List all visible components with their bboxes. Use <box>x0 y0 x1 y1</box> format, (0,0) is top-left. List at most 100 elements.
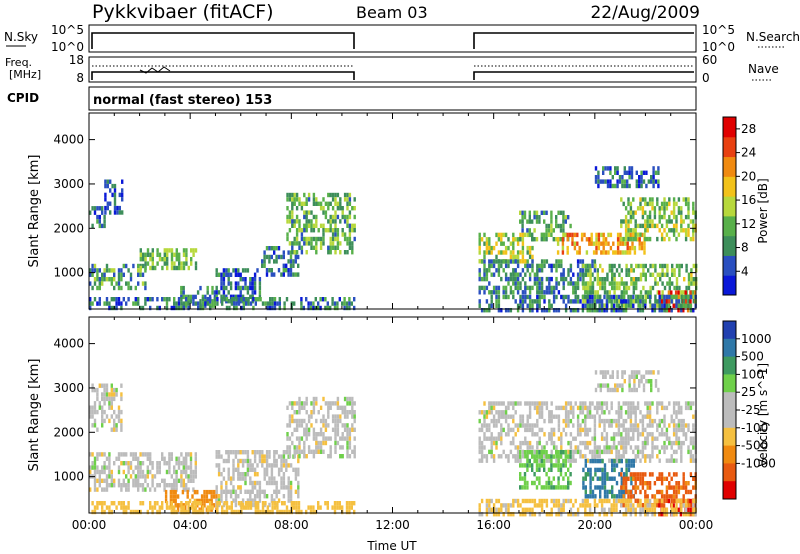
data-cell <box>692 498 695 504</box>
data-cell <box>182 456 185 461</box>
data-cell <box>233 297 236 302</box>
data-cell <box>656 303 659 308</box>
data-cell <box>103 392 106 397</box>
data-cell <box>593 498 597 504</box>
data-cell <box>310 236 313 242</box>
data-cell <box>199 285 202 291</box>
data-cell <box>659 272 662 277</box>
data-cell <box>115 414 118 419</box>
cpid-mode-text: normal (fast stereo) 153 <box>93 93 272 108</box>
data-cell <box>282 472 286 477</box>
data-cell <box>545 440 549 446</box>
data-cell <box>271 505 274 510</box>
data-cell <box>635 370 638 375</box>
data-cell <box>653 503 657 508</box>
data-cell <box>502 512 505 517</box>
data-cell <box>300 436 304 441</box>
data-cell <box>611 183 614 189</box>
data-cell <box>280 454 283 459</box>
data-cell <box>488 268 491 273</box>
data-cell <box>641 214 645 220</box>
data-cell <box>194 452 197 457</box>
data-cell <box>213 290 217 295</box>
data-cell <box>502 232 505 238</box>
data-cell <box>101 414 104 419</box>
data-cell <box>273 480 276 486</box>
data-cell <box>665 223 669 229</box>
data-cell <box>497 454 501 459</box>
data-cell <box>235 509 238 515</box>
data-cell <box>151 483 154 488</box>
data-cell <box>89 405 92 410</box>
data-cell <box>632 285 635 291</box>
data-cell <box>258 489 262 494</box>
data-cell <box>617 418 621 424</box>
data-cell <box>628 250 632 255</box>
data-cell <box>137 474 140 479</box>
data-cell <box>648 410 652 415</box>
data-cell <box>187 452 190 457</box>
data-cell <box>680 503 683 508</box>
data-cell <box>620 223 623 229</box>
data-cell <box>627 219 630 224</box>
data-cell <box>339 436 342 441</box>
data-cell <box>641 308 645 313</box>
data-cell <box>265 272 269 277</box>
data-cell <box>91 509 94 515</box>
data-cell <box>305 297 308 302</box>
data-cell <box>692 201 695 207</box>
data-cell <box>261 505 265 510</box>
data-cell <box>576 507 580 512</box>
data-cell <box>353 501 356 506</box>
data-cell <box>658 210 661 215</box>
data-cell <box>540 281 544 286</box>
data-cell <box>194 248 198 253</box>
data-cell <box>495 423 498 428</box>
data-cell <box>531 299 534 304</box>
data-cell <box>594 494 597 499</box>
data-cell <box>251 294 254 299</box>
data-cell <box>185 501 188 506</box>
data-cell <box>682 485 685 490</box>
data-cell <box>579 427 582 433</box>
data-cell <box>627 458 631 464</box>
data-cell <box>232 472 235 477</box>
data-cell <box>624 418 628 424</box>
data-cell <box>331 414 335 419</box>
data-cell <box>687 281 691 286</box>
data-cell <box>210 489 213 495</box>
data-cell <box>303 214 306 220</box>
data-cell <box>223 297 226 302</box>
data-cell <box>620 458 623 464</box>
data-cell <box>657 370 660 375</box>
data-cell <box>512 436 515 441</box>
data-cell <box>675 410 678 415</box>
data-cell <box>567 476 570 481</box>
data-cell <box>645 379 648 384</box>
data-cell <box>512 503 515 508</box>
data-cell <box>663 418 666 424</box>
data-cell <box>584 263 587 269</box>
data-cell <box>483 232 486 238</box>
data-cell <box>651 454 654 459</box>
data-cell <box>242 297 245 302</box>
data-cell <box>288 401 292 406</box>
data-cell <box>199 509 202 515</box>
data-cell <box>621 179 624 184</box>
data-cell <box>656 290 659 295</box>
data-cell <box>593 440 597 446</box>
data-cell <box>293 505 296 510</box>
data-cell <box>582 467 585 473</box>
data-cell <box>680 485 683 490</box>
data-cell <box>685 285 688 291</box>
data-cell <box>132 478 135 483</box>
data-cell <box>572 458 575 463</box>
data-cell <box>589 285 592 291</box>
data-cell <box>220 285 223 291</box>
data-cell <box>348 223 352 228</box>
data-cell <box>671 268 674 273</box>
data-cell <box>620 405 623 411</box>
data-cell <box>184 294 188 300</box>
data-cell <box>334 214 337 220</box>
data-cell <box>576 259 580 264</box>
